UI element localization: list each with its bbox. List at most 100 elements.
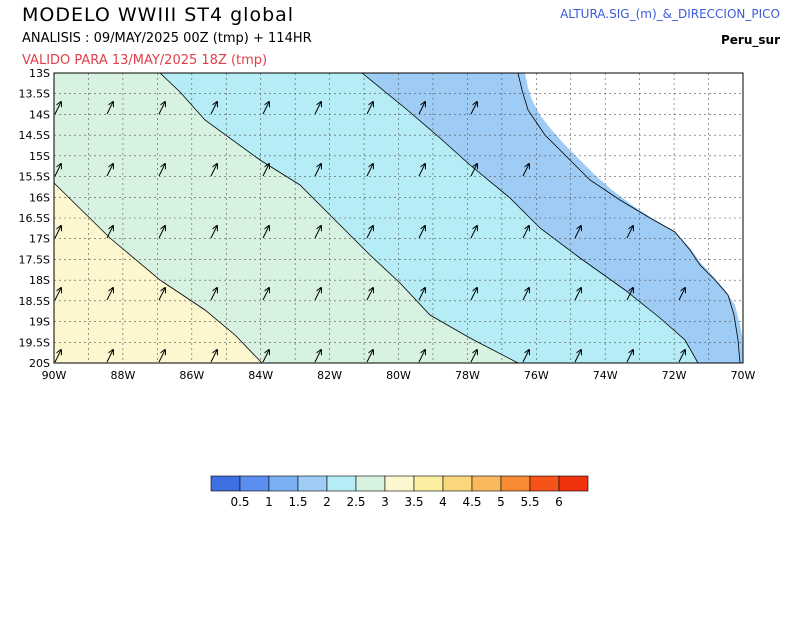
lat-tick-label: 19.5S bbox=[19, 336, 50, 349]
direction-arrow bbox=[522, 226, 529, 239]
lat-tick-label: 15.5S bbox=[19, 171, 50, 184]
direction-arrow bbox=[366, 288, 373, 301]
direction-arrow bbox=[314, 288, 321, 301]
direction-arrow bbox=[418, 288, 425, 301]
direction-arrow bbox=[366, 102, 373, 115]
lon-tick-label: 78W bbox=[455, 369, 480, 382]
direction-arrow bbox=[158, 226, 165, 239]
colorbar-label: 4.5 bbox=[462, 495, 481, 509]
direction-arrow bbox=[314, 102, 321, 115]
colorbar-label: 3 bbox=[381, 495, 389, 509]
colorbar-segment bbox=[558, 475, 589, 492]
direction-arrow bbox=[54, 164, 61, 177]
direction-arrow bbox=[626, 288, 633, 301]
direction-arrow bbox=[54, 350, 61, 363]
colorbar-label: 0.5 bbox=[230, 495, 249, 509]
map-title: MODELO WWIII ST4 global bbox=[22, 4, 295, 26]
direction-arrow bbox=[678, 350, 685, 363]
direction-arrow bbox=[158, 350, 165, 363]
colorbar-segment bbox=[471, 475, 502, 492]
lat-tick-label: 14.5S bbox=[19, 129, 50, 142]
direction-arrow bbox=[210, 164, 217, 177]
direction-arrow bbox=[262, 350, 269, 363]
colorbar-label: 6 bbox=[555, 495, 563, 509]
colorbar-segment bbox=[326, 475, 357, 492]
direction-arrow bbox=[210, 288, 217, 301]
direction-arrow bbox=[470, 288, 477, 301]
lon-tick-label: 90W bbox=[42, 369, 67, 382]
direction-arrow bbox=[574, 288, 581, 301]
direction-arrow bbox=[314, 226, 321, 239]
colorbar-segment bbox=[239, 475, 270, 492]
analysis-time: ANALISIS : 09/MAY/2025 00Z (tmp) + 114HR bbox=[22, 31, 312, 46]
colorbar-label: 1 bbox=[265, 495, 273, 509]
lon-tick-label: 80W bbox=[386, 369, 411, 382]
colorbar-segment bbox=[210, 475, 241, 492]
lat-tick-label: 15S bbox=[29, 150, 50, 163]
colorbar-segment bbox=[355, 475, 386, 492]
lon-tick-label: 86W bbox=[179, 369, 204, 382]
direction-arrow bbox=[418, 164, 425, 177]
direction-arrow bbox=[574, 350, 581, 363]
colorbar-segment bbox=[442, 475, 473, 492]
map-grid bbox=[54, 73, 743, 363]
direction-arrow bbox=[106, 226, 113, 239]
direction-arrow bbox=[366, 164, 373, 177]
lon-tick-label: 74W bbox=[593, 369, 618, 382]
direction-arrow bbox=[54, 226, 61, 239]
colorbar-label: 2 bbox=[323, 495, 331, 509]
direction-arrow bbox=[522, 350, 529, 363]
direction-arrow bbox=[106, 164, 113, 177]
contour-lines bbox=[54, 73, 741, 363]
colorbar-label: 4 bbox=[439, 495, 447, 509]
direction-arrow bbox=[314, 350, 321, 363]
direction-arrow bbox=[574, 226, 581, 239]
colorbar-segment bbox=[268, 475, 299, 492]
region-label: Peru_sur bbox=[721, 33, 780, 47]
colorbar-segment bbox=[413, 475, 444, 492]
lon-tick-label: 82W bbox=[317, 369, 342, 382]
lon-tick-label: 84W bbox=[248, 369, 273, 382]
lon-tick-label: 72W bbox=[662, 369, 687, 382]
direction-arrow bbox=[470, 350, 477, 363]
latitude-labels: 13S 13.5S 14S 14.5S 15S 15.5S 16S 16.5S 17S 17.5S… bbox=[19, 67, 50, 370]
colorbar-segment bbox=[500, 475, 531, 492]
colorbar-label: 5 bbox=[497, 495, 505, 509]
lat-tick-label: 17S bbox=[29, 233, 50, 246]
colorbar-segment bbox=[384, 475, 415, 492]
direction-arrow bbox=[262, 288, 269, 301]
direction-arrow bbox=[470, 226, 477, 239]
direction-arrow bbox=[678, 288, 685, 301]
direction-arrow bbox=[418, 102, 425, 115]
variable-label: ALTURA.SIG_(m)_&_DIRECCION_PICO bbox=[560, 7, 780, 21]
direction-arrow bbox=[54, 288, 61, 301]
lat-tick-label: 18S bbox=[29, 274, 50, 287]
direction-arrow bbox=[626, 226, 633, 239]
direction-arrow bbox=[626, 350, 633, 363]
direction-arrow bbox=[522, 164, 529, 177]
direction-arrow bbox=[418, 350, 425, 363]
direction-arrow bbox=[158, 288, 165, 301]
lon-tick-label: 88W bbox=[110, 369, 135, 382]
direction-arrow bbox=[470, 102, 477, 115]
colorbar-label: 2.5 bbox=[346, 495, 365, 509]
colorbar-label: 3.5 bbox=[404, 495, 423, 509]
direction-arrow bbox=[210, 350, 217, 363]
direction-arrow bbox=[418, 226, 425, 239]
lat-tick-label: 13.5S bbox=[19, 88, 50, 101]
direction-arrow bbox=[210, 102, 217, 115]
lat-tick-label: 13S bbox=[29, 67, 50, 80]
lat-tick-label: 16.5S bbox=[19, 212, 50, 225]
lat-tick-label: 17.5S bbox=[19, 253, 50, 266]
direction-arrow bbox=[210, 226, 217, 239]
direction-arrow bbox=[158, 102, 165, 115]
wave-direction-arrows bbox=[54, 102, 685, 363]
direction-arrow bbox=[366, 350, 373, 363]
direction-arrow bbox=[106, 102, 113, 115]
longitude-labels: 90W 88W 86W 84W 82W 80W 78W 76W 74W 72W 70W bbox=[42, 369, 756, 382]
lon-tick-label: 76W bbox=[524, 369, 549, 382]
direction-arrow bbox=[262, 102, 269, 115]
valid-time: VALIDO PARA 13/MAY/2025 18Z (tmp) bbox=[22, 53, 268, 68]
map-plot-area bbox=[54, 73, 743, 363]
